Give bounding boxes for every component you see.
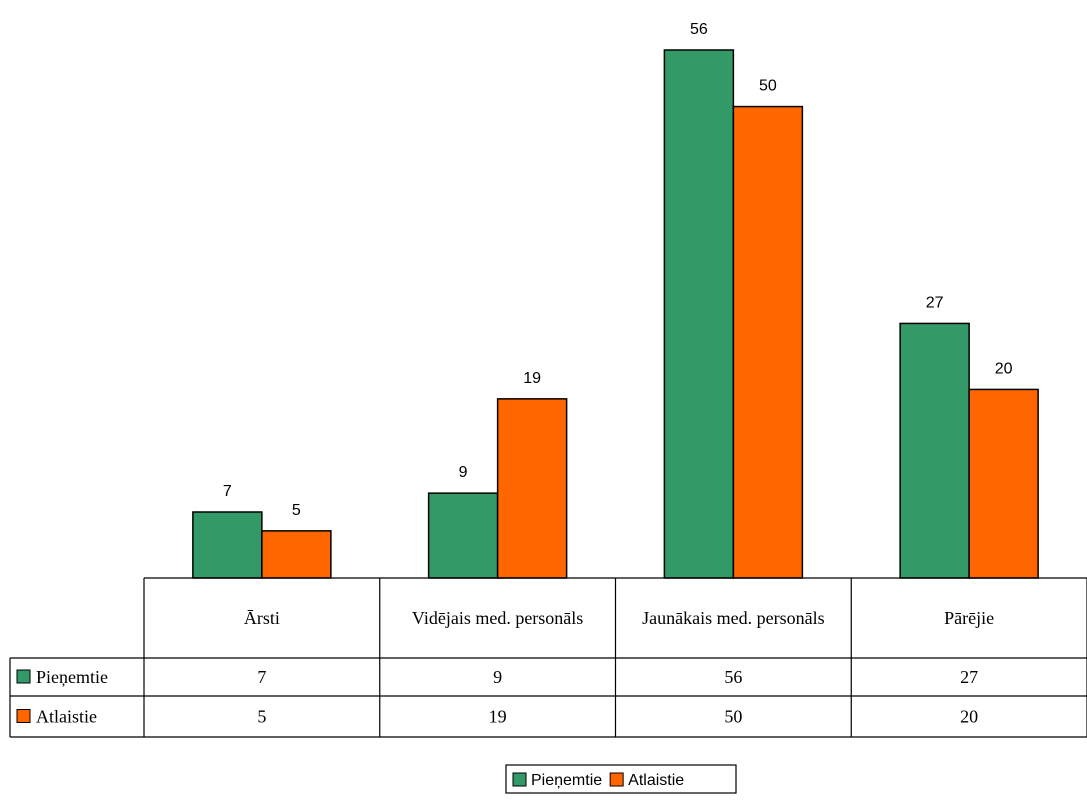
bars-layer (192, 49, 1039, 579)
table-header-cell: Ārsti (244, 608, 280, 628)
bar-pienemtie-3 (899, 322, 970, 579)
bar-atlaistie-2 (732, 105, 804, 579)
table-value-cell: 27 (960, 667, 978, 687)
bar-atlaistie-3 (968, 388, 1039, 579)
data-label: 56 (690, 21, 708, 38)
bar-pienemtie-0 (192, 511, 263, 579)
legend: Pieņemtie Atlaistie (505, 764, 737, 794)
bar-pienemtie-1 (427, 492, 499, 579)
table-value-cell: 56 (724, 667, 742, 687)
table-value-cell: 5 (257, 707, 266, 727)
legend-key-0 (512, 772, 527, 787)
table-header-cell: Vidējais med. personāls (412, 608, 583, 628)
data-label: 5 (292, 502, 301, 519)
table-header-cell: Jaunākais med. personāls (642, 608, 824, 628)
bar-atlaistie-1 (496, 398, 568, 579)
data-table: Ārsti Vidējais med. personāls Jaunākais me… (9, 577, 1087, 738)
table-value-cell: 19 (489, 707, 507, 727)
data-label: 20 (995, 360, 1013, 377)
bar-pienemtie-2 (663, 49, 735, 579)
data-label: 9 (459, 464, 468, 481)
table-legend-key (16, 669, 31, 684)
table-value-cell: 7 (257, 667, 266, 687)
data-label: 19 (523, 370, 541, 387)
data-label: 7 (223, 483, 232, 500)
legend-label: Pieņemtie (531, 772, 602, 789)
data-label: 50 (759, 78, 777, 95)
legend-key-1 (609, 772, 624, 787)
legend-label: Atlaistie (628, 772, 684, 789)
data-label: 27 (926, 294, 944, 311)
table-series-name: Atlaistie (36, 707, 97, 727)
bar-atlaistie-0 (261, 530, 332, 579)
table-series-name: Pieņemtie (36, 667, 108, 687)
table-value-cell: 50 (724, 707, 742, 727)
legend-box (505, 764, 737, 794)
table-value-cell: 20 (960, 707, 978, 727)
table-header-cell: Pārējie (944, 608, 994, 628)
data-labels-layer: 7 5 9 19 56 50 27 20 (223, 21, 1013, 519)
table-legend-key (16, 709, 31, 723)
table-value-cell: 9 (493, 667, 502, 687)
